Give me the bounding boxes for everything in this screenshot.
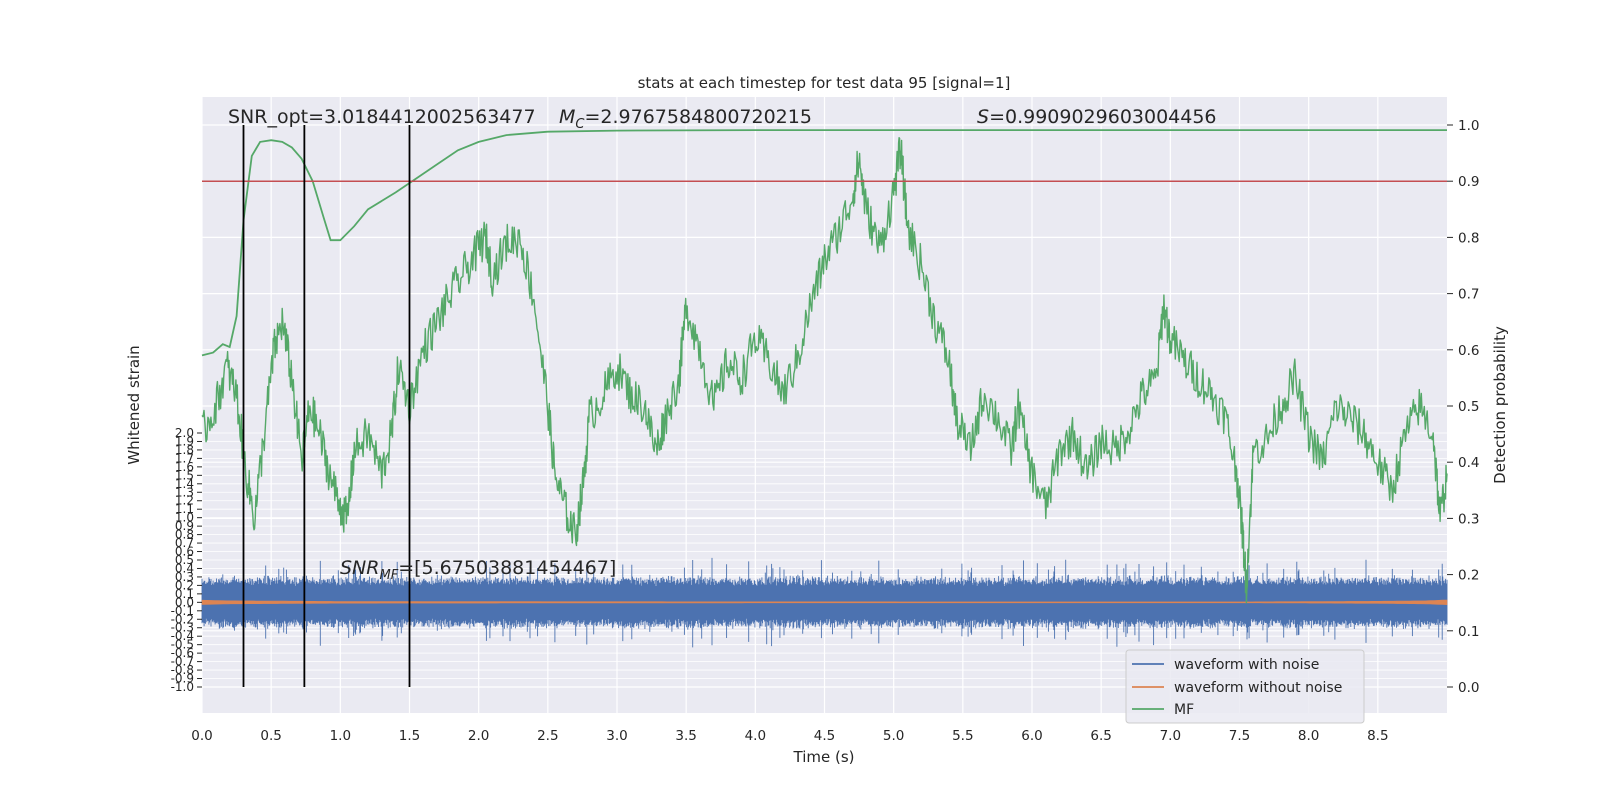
series-waveform-without-noise: [201, 599, 1448, 606]
x-tick-label: 7.5: [1229, 728, 1250, 744]
legend-label-clean: waveform without noise: [1174, 680, 1342, 696]
mc-symbol: M: [559, 106, 575, 128]
right-axis-label: Detection probability: [1491, 326, 1509, 484]
left-tick-label: 2.0: [175, 426, 194, 440]
x-tick-label: 8.0: [1298, 728, 1319, 744]
series-mf: [201, 129, 1447, 357]
x-tick-label: 2.5: [537, 728, 558, 744]
left-tick-label: 0.4: [175, 561, 194, 575]
chart-title: stats at each timestep for test data 95 …: [638, 74, 1011, 92]
left-tick-label: -0.2: [171, 612, 194, 626]
x-tick-label: 5.0: [883, 728, 904, 744]
legend-label-noise: waveform with noise: [1174, 657, 1319, 673]
x-tick-label: 7.0: [1160, 728, 1181, 744]
x-tick-label: 4.5: [814, 728, 835, 744]
left-axis-label: Whitened strain: [125, 345, 143, 464]
left-tick-label: 0.8: [175, 528, 194, 542]
left-tick-label: 1.6: [175, 460, 194, 474]
left-tick-label: 1.2: [175, 494, 194, 508]
left-tick-label: -0.8: [171, 663, 194, 677]
snr-mf-subscript: MF: [379, 568, 398, 583]
annotation-snr-mf: SNRMF=[5.67503881454467]: [340, 557, 616, 583]
snr-mf-main: SNR: [340, 557, 379, 579]
right-tick-label: 0.8: [1458, 230, 1479, 246]
legend-box: [1125, 649, 1365, 724]
series-layer: [201, 125, 1448, 687]
left-tick-label: 1.1: [175, 502, 194, 516]
right-tick-label: 0.3: [1458, 511, 1479, 527]
right-tick-label: 0.9: [1458, 174, 1479, 190]
annotation-snr-opt: SNR_opt=3.0184412002563477: [228, 106, 536, 128]
x-axis-label: Time (s): [793, 748, 855, 766]
left-tick-label: 0.5: [175, 553, 194, 567]
left-tick-label: -0.3: [171, 621, 194, 635]
right-tick-label: 0.6: [1458, 343, 1479, 359]
x-tick-label: 3.5: [675, 728, 696, 744]
left-tick-label: 0.1: [175, 587, 194, 601]
legend-label-mf: MF: [1174, 702, 1194, 718]
annotation-s: S=0.9909029603004456: [977, 106, 1217, 128]
left-tick-label: 1.8: [175, 443, 194, 457]
left-tick-label: 0.2: [175, 578, 194, 592]
x-tick-label: 6.5: [1090, 728, 1111, 744]
right-tick-label: 0.0: [1458, 680, 1479, 696]
left-tick-label: 0.7: [175, 536, 194, 550]
x-tick-label: 0.5: [260, 728, 281, 744]
x-tick-label: 8.5: [1367, 728, 1388, 744]
snr-mf-value: =[5.67503881454467]: [398, 557, 616, 579]
left-tick-label: 1.3: [175, 485, 194, 499]
left-tick-label: -0.4: [171, 629, 194, 643]
left-tick-label: 1.5: [175, 468, 194, 482]
left-tick-label: 0.0: [175, 595, 194, 609]
x-tick-label: 1.5: [399, 728, 420, 744]
right-tick-label: 0.2: [1458, 568, 1479, 584]
left-tick-label: 0.3: [175, 570, 194, 584]
left-tick-label: 1.7: [175, 451, 194, 465]
left-tick-label: -1.0: [171, 680, 194, 694]
x-tick-label: 0.0: [191, 728, 212, 744]
annotation-mc: MC=2.9767584800720215: [559, 106, 812, 132]
left-tick-label: -0.9: [171, 672, 194, 686]
x-tick-label: 4.0: [745, 728, 766, 744]
left-tick-label: -0.7: [171, 655, 194, 669]
series-mf-noisy: [201, 137, 1448, 604]
left-tick-label: 0.6: [175, 545, 194, 559]
x-tick-label: 3.0: [606, 728, 627, 744]
left-axis-ticks: 2.01.91.81.71.61.51.41.31.21.11.00.90.80…: [171, 426, 202, 694]
right-tick-label: 0.7: [1458, 287, 1479, 303]
left-tick-label: 1.9: [175, 434, 194, 448]
right-tick-label: 0.4: [1458, 455, 1479, 471]
x-tick-label: 5.5: [952, 728, 973, 744]
s-value: =0.9909029603004456: [989, 106, 1216, 128]
x-tick-label: 1.0: [330, 728, 351, 744]
s-symbol: S: [977, 106, 989, 128]
left-tick-label: 1.4: [175, 477, 194, 491]
legend: waveform with noise waveform without noi…: [1125, 649, 1365, 724]
mc-value: =2.9767584800720215: [584, 106, 811, 128]
x-axis-ticks: 0.0 0.5 1.0 1.5 2.0 2.5 3.0 3.5 4.0 4.5 5.0 5.5 6.0 6…: [191, 728, 1388, 744]
right-tick-label: 0.1: [1458, 624, 1479, 640]
right-tick-label: 1.0: [1458, 118, 1479, 134]
x-tick-label: 2.0: [468, 728, 489, 744]
right-tick-label: 0.5: [1458, 399, 1479, 415]
left-tick-label: -0.1: [171, 604, 194, 618]
left-tick-label: 0.9: [175, 519, 194, 533]
x-tick-label: 6.0: [1021, 728, 1042, 744]
right-axis-ticks: 0.0 0.1 0.2 0.3 0.4 0.5 0.6 0.7 0.8 0.9 1.0: [1447, 118, 1479, 696]
left-tick-label: 1.0: [175, 511, 194, 525]
left-tick-label: -0.5: [171, 638, 194, 652]
mc-subscript: C: [575, 117, 585, 132]
left-tick-label: -0.6: [171, 646, 194, 660]
